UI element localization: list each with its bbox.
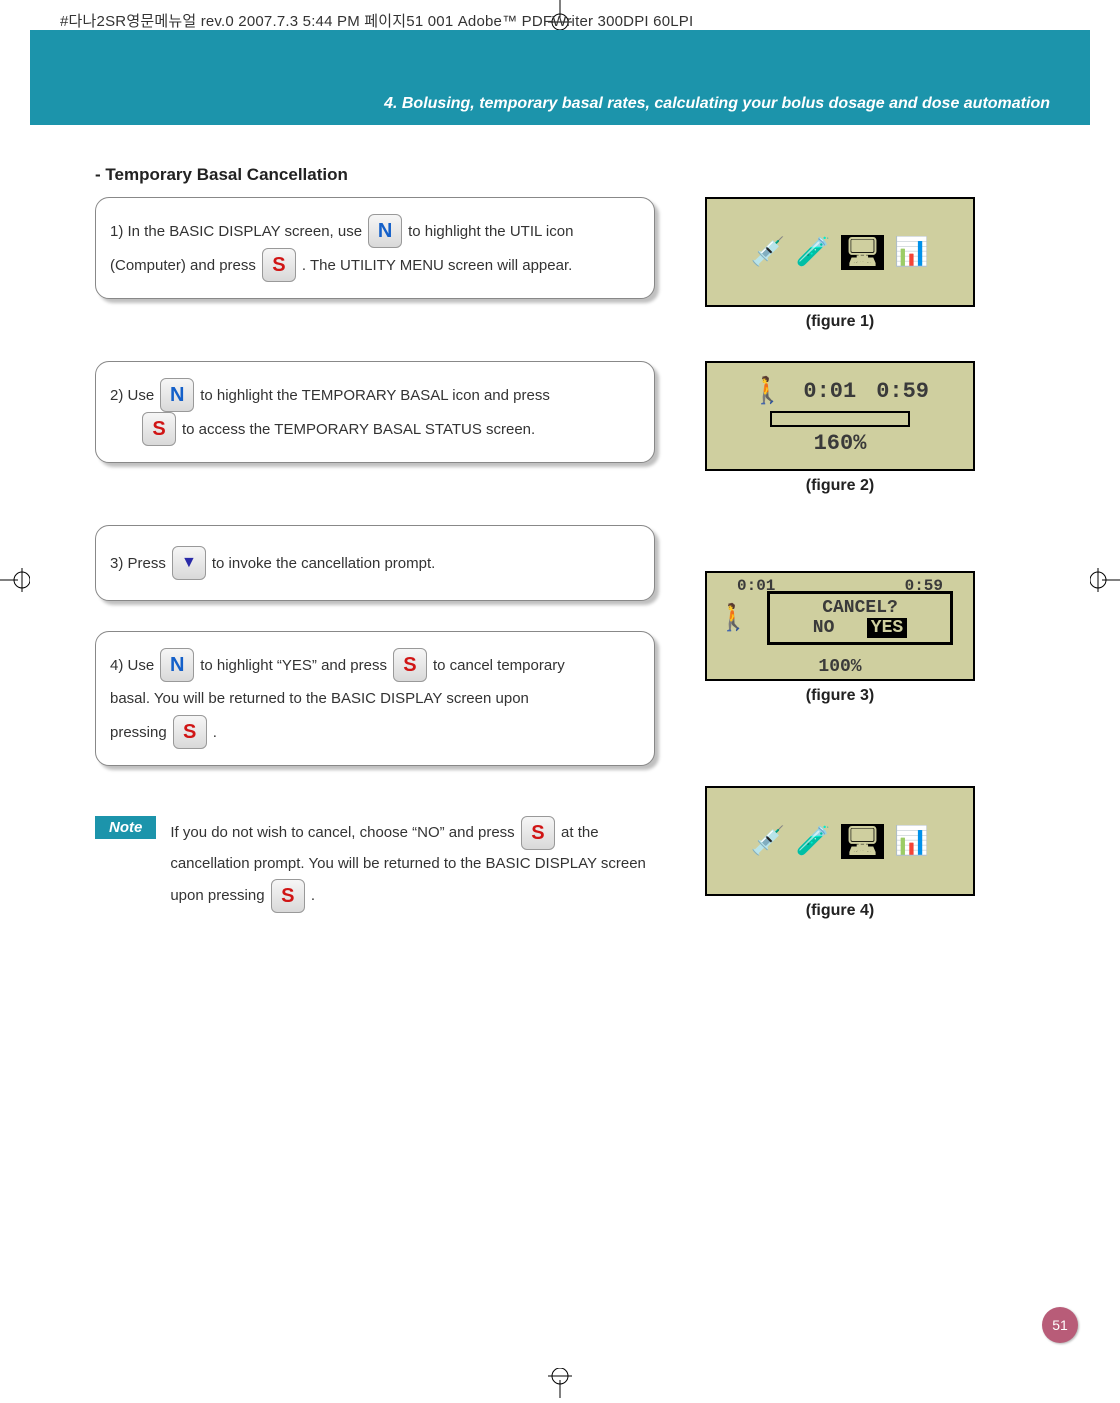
note-e: . (311, 886, 315, 903)
s-button-icon: S (393, 648, 427, 682)
step4-text-a: 4) Use (110, 649, 154, 682)
chapter-banner: 4. Bolusing, temporary basal rates, calc… (30, 30, 1090, 125)
figure-4-screen: 💉 🧪 🖥 📊 (705, 786, 975, 896)
fig2-time2: 0:59 (876, 379, 929, 404)
figure-4-icons: 💉 🧪 🖥 📊 (751, 824, 929, 859)
figure-2-caption: (figure 2) (806, 477, 874, 495)
n-button-icon: N (368, 214, 402, 248)
figure-3-screen: 0:01 0:59 🚶 CANCEL? NO YES 100% (705, 571, 975, 681)
step-3-box: 3) Press ▼ to invoke the cancellation pr… (95, 525, 655, 601)
step4-text-e: pressing (110, 716, 167, 749)
syringe-icon: 💉 (751, 235, 786, 270)
figure-4: 💉 🧪 🖥 📊 (figure 4) (695, 786, 985, 920)
print-header: #다나2SR영문메뉴얼 rev.0 2007.7.3 5:44 PM 페이지51… (60, 10, 693, 31)
s-button-icon: S (521, 816, 555, 850)
fig2-percent: 160% (814, 431, 867, 456)
step-1-box: 1) In the BASIC DISPLAY screen, use N to… (95, 197, 655, 299)
step-4-row: 4) Use N to highlight “YES” and press S … (95, 631, 1065, 766)
s-button-icon: S (173, 715, 207, 749)
step2-text-a: 2) Use (110, 379, 154, 412)
fig2-time1: 0:01 (803, 379, 856, 404)
s-button-icon: S (262, 248, 296, 282)
note-c: cancellation prompt. You will be returne… (170, 855, 596, 872)
step-1-row: 1) In the BASIC DISPLAY screen, use N to… (95, 197, 1065, 331)
page-content: - Temporary Basal Cancellation 1) In the… (95, 165, 1065, 950)
cancel-dialog: CANCEL? NO YES (767, 591, 953, 645)
fig3-percent: 100% (707, 657, 973, 677)
step2-text-c: to access the TEMPORARY BASAL STATUS scr… (182, 413, 535, 446)
note-b: at the (561, 824, 599, 841)
scale-icon: 📊 (894, 235, 929, 270)
figure-1: 💉 🧪 🖥 📊 (figure 1) (695, 197, 985, 331)
cancel-title: CANCEL? (778, 598, 942, 618)
figure-1-icons: 💉 🧪 🖥 📊 (751, 235, 929, 270)
scale-icon: 📊 (894, 824, 929, 859)
computer-icon: 🖥 (841, 824, 885, 859)
note-row: Note If you do not wish to cancel, choos… (95, 806, 1065, 920)
chapter-title: 4. Bolusing, temporary basal rates, calc… (384, 95, 1050, 113)
note-badge: Note (95, 816, 156, 839)
crop-mark-right (1090, 560, 1120, 600)
gauge-icon: 🧪 (796, 824, 831, 859)
figure-4-caption: (figure 4) (806, 902, 874, 920)
s-button-icon: S (142, 412, 176, 446)
step1-text-a: 1) In the BASIC DISPLAY screen, use (110, 215, 362, 248)
figure-3: 0:01 0:59 🚶 CANCEL? NO YES 100% (figure … (695, 571, 985, 705)
step-2-box: 2) Use N to highlight the TEMPORARY BASA… (95, 361, 655, 463)
computer-icon: 🖥 (841, 235, 885, 270)
gauge-icon: 🧪 (796, 235, 831, 270)
figure-2-screen: 🚶 0:01 0:59 160% (705, 361, 975, 471)
figure-1-screen: 💉 🧪 🖥 📊 (705, 197, 975, 307)
person-icon: 🚶 (751, 376, 783, 407)
step-4-box: 4) Use N to highlight “YES” and press S … (95, 631, 655, 766)
note-a: If you do not wish to cancel, choose “NO… (170, 824, 514, 841)
syringe-icon: 💉 (751, 824, 786, 859)
step1-text-b: to highlight the UTIL icon (408, 215, 573, 248)
step3-text-b: to invoke the cancellation prompt. (212, 547, 435, 580)
cancel-yes: YES (867, 618, 907, 638)
step4-text-b: to highlight “YES” and press (200, 649, 387, 682)
progress-bar (770, 411, 910, 427)
n-button-icon: N (160, 648, 194, 682)
cancel-no: NO (813, 618, 835, 638)
step3-text-a: 3) Press (110, 547, 166, 580)
step-2-row: 2) Use N to highlight the TEMPORARY BASA… (95, 361, 1065, 495)
step2-text-b: to highlight the TEMPORARY BASAL icon an… (200, 379, 550, 412)
step4-text-d: basal. You will be returned to the BASIC… (110, 682, 529, 715)
crop-mark-bottom (540, 1368, 580, 1398)
s-button-icon: S (271, 879, 305, 913)
step4-text-f: . (213, 716, 217, 749)
figure-3-caption: (figure 3) (806, 687, 874, 705)
step1-text-d: . The UTILITY MENU screen will appear. (302, 249, 572, 282)
figure-2: 🚶 0:01 0:59 160% (figure 2) (695, 361, 985, 495)
person-icon: 🚶 (717, 603, 749, 634)
figure-1-caption: (figure 1) (806, 313, 874, 331)
note-text: If you do not wish to cancel, choose “NO… (170, 816, 655, 913)
step1-text-c: (Computer) and press (110, 249, 256, 282)
crop-mark-left (0, 560, 30, 600)
page-number: 51 (1042, 1307, 1078, 1343)
section-title: - Temporary Basal Cancellation (95, 165, 1065, 185)
step4-text-c: to cancel temporary (433, 649, 565, 682)
down-button-icon: ▼ (172, 546, 206, 580)
